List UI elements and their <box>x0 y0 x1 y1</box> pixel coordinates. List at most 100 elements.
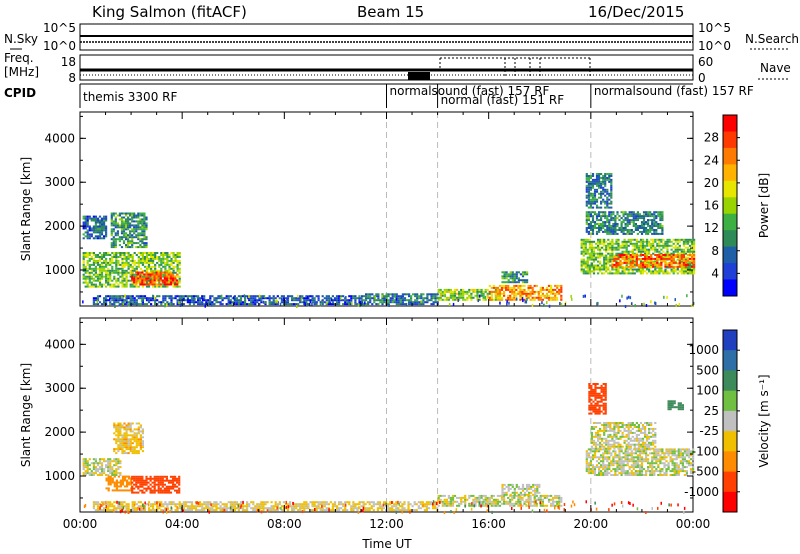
heatmap-cell <box>268 297 271 300</box>
heatmap-cell <box>539 296 542 299</box>
heatmap-cell <box>131 303 134 306</box>
heatmap-cell <box>639 263 643 266</box>
heatmap-cell <box>129 271 132 274</box>
heatmap-cell <box>141 224 144 227</box>
heatmap-cell <box>608 227 611 229</box>
heatmap-cell <box>109 477 112 480</box>
heatmap-cell <box>693 246 696 249</box>
heatmap-cell <box>684 263 687 266</box>
heatmap-cell <box>125 246 128 249</box>
heatmap-cell <box>96 237 100 240</box>
heatmap-cell <box>145 275 148 278</box>
heatmap-cell <box>133 297 136 300</box>
heatmap-cell <box>317 503 320 506</box>
heatmap-cell <box>129 442 132 445</box>
heatmap-cell <box>619 272 622 275</box>
heatmap-cell <box>676 252 679 255</box>
heatmap-cell <box>624 232 627 235</box>
heatmap-cell <box>693 250 696 253</box>
heatmap-cell <box>129 434 132 437</box>
heatmap-cell <box>585 175 588 177</box>
heatmap-cell <box>107 479 110 482</box>
heatmap-cell <box>441 298 444 301</box>
heatmap-cell <box>82 252 85 254</box>
heatmap-cell <box>552 290 555 293</box>
heatmap-cell <box>105 460 108 463</box>
heatmap-cell <box>82 275 85 278</box>
heatmap-cell <box>334 297 336 301</box>
heatmap-cell <box>680 257 683 260</box>
heatmap-cell <box>219 505 222 508</box>
heatmap-cell <box>123 261 126 264</box>
heatmap-cell <box>678 259 681 262</box>
heatmap-cell <box>507 288 510 291</box>
heatmap-cell <box>199 303 202 306</box>
heatmap-cell <box>456 504 459 507</box>
heatmap-cell <box>415 503 418 506</box>
heatmap-cell <box>537 296 540 299</box>
heatmap-cell <box>123 434 126 437</box>
heatmap-cell <box>121 481 125 484</box>
heatmap-cell <box>305 503 308 506</box>
heatmap-cell <box>401 293 404 296</box>
heatmap-cell <box>86 225 89 228</box>
heatmap-cell <box>168 501 171 504</box>
heatmap-cell <box>333 503 337 506</box>
heatmap-cell <box>521 284 524 287</box>
heatmap-cell <box>554 294 557 297</box>
heatmap-cell <box>397 297 400 300</box>
heatmap-cell <box>107 464 110 467</box>
heatmap-cell <box>260 295 263 298</box>
heatmap-cell <box>115 489 118 492</box>
heatmap-cell <box>602 221 605 224</box>
heatmap-cell <box>111 466 114 469</box>
heatmap-cell <box>131 269 134 272</box>
heatmap-cell <box>266 501 269 504</box>
heatmap-cell <box>691 256 694 258</box>
heatmap-cell <box>103 472 106 475</box>
heatmap-cell <box>498 290 502 293</box>
heatmap-cell <box>84 285 87 288</box>
heatmap-cell <box>260 505 263 508</box>
heatmap-cell <box>335 295 339 298</box>
heatmap-cell <box>127 509 130 512</box>
heatmap-cell <box>119 507 122 510</box>
heatmap-cell <box>172 277 175 280</box>
heatmap-cell <box>642 211 646 214</box>
heatmap-cell <box>631 268 634 271</box>
heatmap-cell <box>233 505 236 508</box>
heatmap-cell <box>400 295 403 299</box>
heatmap-cell <box>98 215 102 218</box>
heatmap-cell <box>100 265 104 268</box>
heatmap-cell <box>449 292 452 295</box>
heatmap-cell <box>107 481 110 484</box>
heatmap-cell <box>86 254 89 256</box>
heatmap-cell <box>595 230 599 233</box>
heatmap-cell <box>114 244 117 247</box>
heatmap-cell <box>606 202 609 205</box>
heatmap-cell <box>451 496 455 499</box>
heatmap-cell <box>597 238 600 241</box>
heatmap-cell <box>515 275 518 278</box>
heatmap-cell <box>505 298 508 301</box>
heatmap-cell <box>88 472 91 475</box>
heatmap-cell <box>110 216 113 219</box>
heatmap-cell <box>270 297 273 300</box>
heatmap-cell <box>550 290 553 293</box>
heatmap-cell <box>231 297 234 300</box>
heatmap-cell <box>688 248 692 251</box>
heatmap-cell <box>588 252 591 255</box>
heatmap-cell <box>160 285 163 288</box>
heatmap-cell <box>401 299 404 302</box>
heatmap-cell <box>629 242 632 245</box>
heatmap-cell <box>129 232 132 235</box>
heatmap-cell <box>119 254 122 256</box>
heatmap-cell <box>560 296 563 299</box>
heatmap-cell <box>625 259 628 262</box>
heatmap-cell <box>511 281 514 284</box>
heatmap-cell <box>611 258 614 261</box>
heatmap-cell <box>590 258 593 261</box>
heatmap-cell <box>664 272 667 275</box>
heatmap-cell <box>646 263 649 266</box>
heatmap-cell <box>523 281 527 284</box>
